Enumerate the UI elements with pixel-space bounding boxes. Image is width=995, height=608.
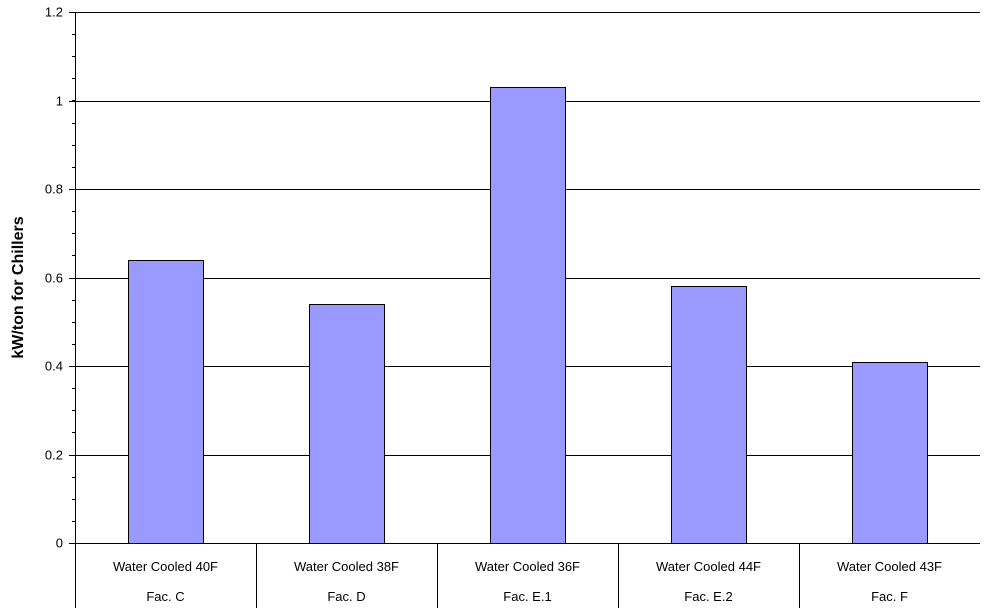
bar (671, 286, 747, 544)
category-label-line1: Water Cooled 36F (475, 559, 580, 574)
category-label-line2: Fac. E.1 (503, 589, 551, 604)
category-label-line2: Fac. F (871, 589, 908, 604)
y-tick-label: 1.2 (45, 5, 63, 20)
category-label-line1: Water Cooled 43F (837, 559, 942, 574)
bar (490, 87, 566, 544)
y-tick-label: 0.2 (45, 448, 63, 463)
category-label-line1: Water Cooled 44F (656, 559, 761, 574)
y-tick-label: 0 (56, 536, 63, 551)
y-axis-label: kW/ton for Chillers (10, 216, 27, 358)
category-labels: Water Cooled 40F Fac. C Water Cooled 38F Fa… (113, 559, 942, 604)
y-tick-label: 0.6 (45, 271, 63, 286)
bar (128, 260, 204, 544)
bar (309, 304, 385, 544)
y-tick-label: 1 (56, 94, 63, 109)
axes (69, 12, 980, 608)
bars (128, 87, 928, 544)
y-tick-labels: 0 0.2 0.4 0.6 0.8 1 1.2 (45, 5, 63, 551)
y-tick-label: 0.8 (45, 182, 63, 197)
category-label-line1: Water Cooled 40F (113, 559, 218, 574)
category-label-line2: Fac. C (146, 589, 184, 604)
bar (852, 362, 928, 544)
category-label-line1: Water Cooled 38F (294, 559, 399, 574)
y-tick-label: 0.4 (45, 359, 63, 374)
category-label-line2: Fac. E.2 (684, 589, 732, 604)
category-label-line2: Fac. D (327, 589, 365, 604)
